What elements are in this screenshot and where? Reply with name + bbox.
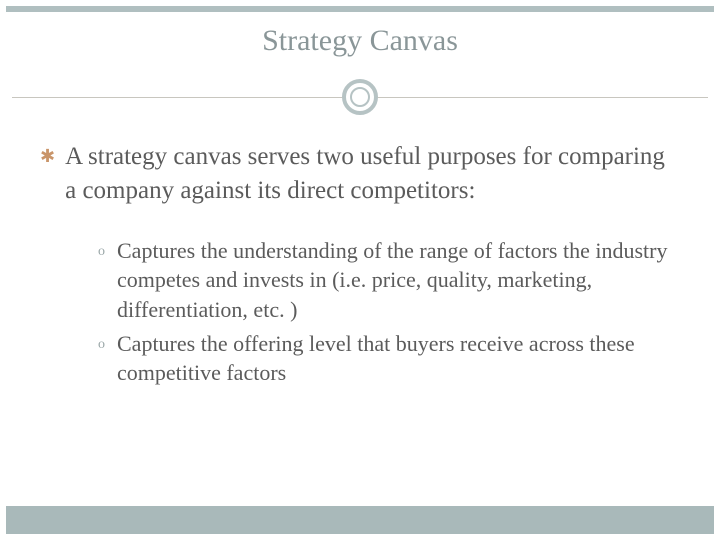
slide-title: Strategy Canvas [0, 24, 720, 58]
main-bullet-text: A strategy canvas serves two useful purp… [65, 140, 680, 208]
sub-list: o Captures the understanding of the rang… [98, 236, 680, 388]
sub-item-text: Captures the understanding of the range … [117, 236, 680, 325]
sub-item-text: Captures the offering level that buyers … [117, 329, 680, 388]
content-area: ✱ A strategy canvas serves two useful pu… [40, 140, 680, 392]
list-item: o Captures the offering level that buyer… [98, 329, 680, 388]
circle-bullet-icon: o [98, 244, 105, 260]
main-bullet: ✱ A strategy canvas serves two useful pu… [40, 140, 680, 208]
frame-bottom-bar [6, 506, 714, 534]
divider-circle-inner [350, 87, 370, 107]
frame-top-bar [6, 6, 714, 12]
circle-bullet-icon: o [98, 337, 105, 353]
slide: Strategy Canvas ✱ A strategy canvas serv… [0, 0, 720, 540]
list-item: o Captures the understanding of the rang… [98, 236, 680, 325]
star-bullet-icon: ✱ [40, 146, 55, 167]
